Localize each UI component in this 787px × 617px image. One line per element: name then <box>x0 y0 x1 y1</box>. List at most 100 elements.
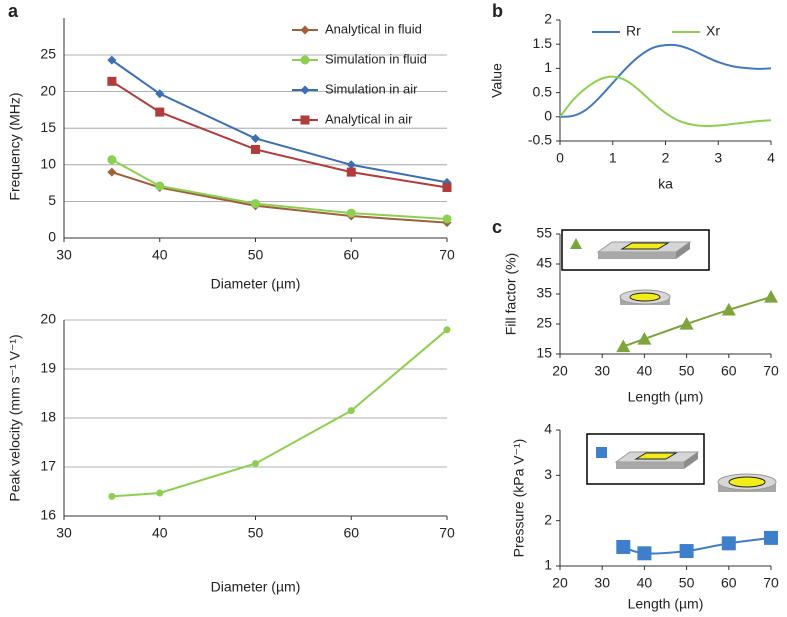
inset-box <box>561 229 710 271</box>
marker <box>107 76 117 86</box>
disk-electrode <box>728 476 766 488</box>
x-axis-label: Length (µm) <box>628 596 704 612</box>
marker <box>251 133 260 143</box>
y-tick-label: 18 <box>40 409 56 425</box>
y-tick-label: 55 <box>536 225 552 241</box>
marker <box>155 89 165 99</box>
x-tick-label: 60 <box>721 363 737 379</box>
x-axis-label: Diameter (µm) <box>211 276 301 292</box>
y-axis-label: Fill factor (%) <box>503 253 519 335</box>
y-tick-label: 2 <box>544 511 552 527</box>
slab-edge <box>684 452 698 469</box>
x-tick-label: 40 <box>152 247 168 263</box>
marker <box>155 181 165 191</box>
x-tick-label: 30 <box>594 363 610 379</box>
y-tick-label: 1.5 <box>533 35 553 51</box>
marker <box>107 155 117 165</box>
y-tick-label: 10 <box>40 156 56 172</box>
y-tick-label: 1 <box>544 59 552 75</box>
marker <box>346 160 356 170</box>
inset-box <box>586 433 705 485</box>
marker <box>300 85 310 95</box>
y-axis-label: Frequency (MHz) <box>7 92 23 200</box>
x-tick-label: 4 <box>767 150 775 166</box>
x-tick-label: 70 <box>763 575 779 591</box>
inset-fill <box>561 229 710 305</box>
marker <box>637 332 652 345</box>
marker <box>442 214 452 224</box>
series-line <box>111 80 448 189</box>
x-tick-label: 60 <box>721 575 737 591</box>
y-tick-label: 2 <box>544 11 552 27</box>
x-tick-label: 0 <box>556 150 564 166</box>
marker <box>347 407 355 415</box>
x-tick-label: 40 <box>637 363 653 379</box>
y-tick-label: 17 <box>40 458 56 474</box>
x-tick-label: 3 <box>714 150 722 166</box>
slab-edge <box>676 242 690 259</box>
marker <box>721 302 736 316</box>
x-tick-label: 40 <box>152 525 168 541</box>
y-tick-label: 0.5 <box>533 83 553 99</box>
y-tick-label: -0.5 <box>528 132 552 148</box>
inset-marker <box>596 447 607 458</box>
x-tick-label: 40 <box>637 575 653 591</box>
x-tick-label: 70 <box>439 247 455 263</box>
marker <box>156 489 164 497</box>
y-tick-label: 20 <box>40 311 56 327</box>
legend-label: Analytical in fluid <box>325 21 422 36</box>
legend-label: Rr <box>626 23 641 39</box>
y-axis-label: Peak velocity (mm s⁻¹ V⁻¹) <box>7 334 23 501</box>
y-tick-label: 0 <box>48 229 56 245</box>
y-axis-label: Value <box>489 63 505 98</box>
marker <box>251 199 260 209</box>
legend-label: Simulation in fluid <box>325 51 427 66</box>
legend-label: Xr <box>706 23 720 39</box>
marker <box>107 167 117 177</box>
y-tick-label: 25 <box>40 46 56 62</box>
y-tick-label: 45 <box>536 255 552 271</box>
y-tick-label: 1 <box>544 557 552 573</box>
y-tick-label: 4 <box>544 421 552 437</box>
panel-label: c <box>492 217 502 237</box>
marker <box>251 144 260 154</box>
marker <box>637 546 652 561</box>
series-line <box>559 43 772 118</box>
y-tick-label: 19 <box>40 360 56 376</box>
marker <box>346 208 356 218</box>
marker <box>346 167 356 177</box>
x-tick-label: 2 <box>662 150 670 166</box>
marker <box>443 326 451 334</box>
y-tick-label: 16 <box>40 507 56 523</box>
marker <box>252 460 259 468</box>
legend-label: Simulation in air <box>325 81 418 96</box>
y-tick-label: 25 <box>536 315 552 331</box>
x-tick-label: 70 <box>763 363 779 379</box>
panel-label: a <box>8 1 19 21</box>
marker <box>679 317 694 330</box>
x-tick-label: 70 <box>439 525 455 541</box>
x-tick-label: 50 <box>248 525 264 541</box>
marker <box>764 290 778 303</box>
x-tick-label: 30 <box>56 525 72 541</box>
marker <box>616 539 631 554</box>
x-tick-label: 30 <box>594 575 610 591</box>
marker <box>616 339 631 353</box>
marker <box>764 530 778 545</box>
y-axis-label: Pressure (kPa V⁻¹) <box>511 439 527 558</box>
x-tick-label: 60 <box>343 247 359 263</box>
x-tick-label: 50 <box>679 575 695 591</box>
marker <box>300 115 310 125</box>
slab-electrode <box>620 242 670 250</box>
x-tick-label: 1 <box>609 150 617 166</box>
x-tick-label: 20 <box>552 575 568 591</box>
marker <box>107 55 117 65</box>
y-tick-label: 35 <box>536 285 552 301</box>
panel-label: b <box>492 1 503 21</box>
x-tick-label: 20 <box>552 363 568 379</box>
x-axis-label: Diameter (µm) <box>211 579 301 595</box>
marker <box>721 536 736 551</box>
x-tick-label: 50 <box>248 247 264 263</box>
slab-side <box>616 462 684 469</box>
